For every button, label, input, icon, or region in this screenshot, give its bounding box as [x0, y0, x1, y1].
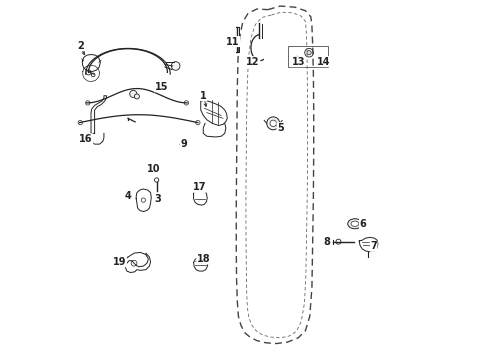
Text: 17: 17 [192, 182, 205, 192]
Text: 1: 1 [200, 91, 206, 101]
Circle shape [269, 120, 276, 127]
Text: 14: 14 [316, 57, 329, 67]
Circle shape [171, 62, 180, 70]
Circle shape [141, 198, 145, 202]
Text: 18: 18 [196, 254, 210, 264]
Ellipse shape [347, 219, 362, 229]
Circle shape [292, 56, 300, 63]
Circle shape [306, 50, 310, 55]
Text: 10: 10 [147, 164, 161, 174]
Circle shape [335, 239, 340, 244]
Text: 15: 15 [154, 82, 168, 92]
Circle shape [131, 260, 137, 266]
Circle shape [91, 73, 95, 77]
Text: 11: 11 [226, 37, 239, 46]
Text: 3: 3 [154, 194, 161, 204]
Circle shape [184, 101, 188, 105]
Circle shape [85, 101, 90, 105]
Text: 6: 6 [359, 219, 366, 229]
Bar [287, 46, 328, 67]
Circle shape [195, 121, 200, 125]
Circle shape [134, 94, 139, 99]
Text: 19: 19 [113, 257, 126, 267]
Text: 16: 16 [79, 134, 93, 144]
Circle shape [304, 48, 313, 57]
Text: 13: 13 [291, 57, 305, 67]
Circle shape [266, 117, 279, 130]
Text: 2: 2 [77, 41, 83, 50]
Circle shape [154, 178, 159, 182]
Circle shape [294, 58, 298, 62]
Circle shape [78, 121, 82, 125]
Circle shape [298, 59, 304, 65]
Circle shape [129, 90, 137, 98]
Ellipse shape [350, 221, 358, 226]
Text: 5: 5 [276, 123, 283, 132]
Text: 8: 8 [323, 237, 330, 247]
Circle shape [86, 70, 91, 75]
Text: 9: 9 [180, 139, 186, 149]
Text: 4: 4 [124, 191, 131, 201]
Text: 7: 7 [369, 241, 376, 251]
Text: 12: 12 [246, 57, 259, 67]
